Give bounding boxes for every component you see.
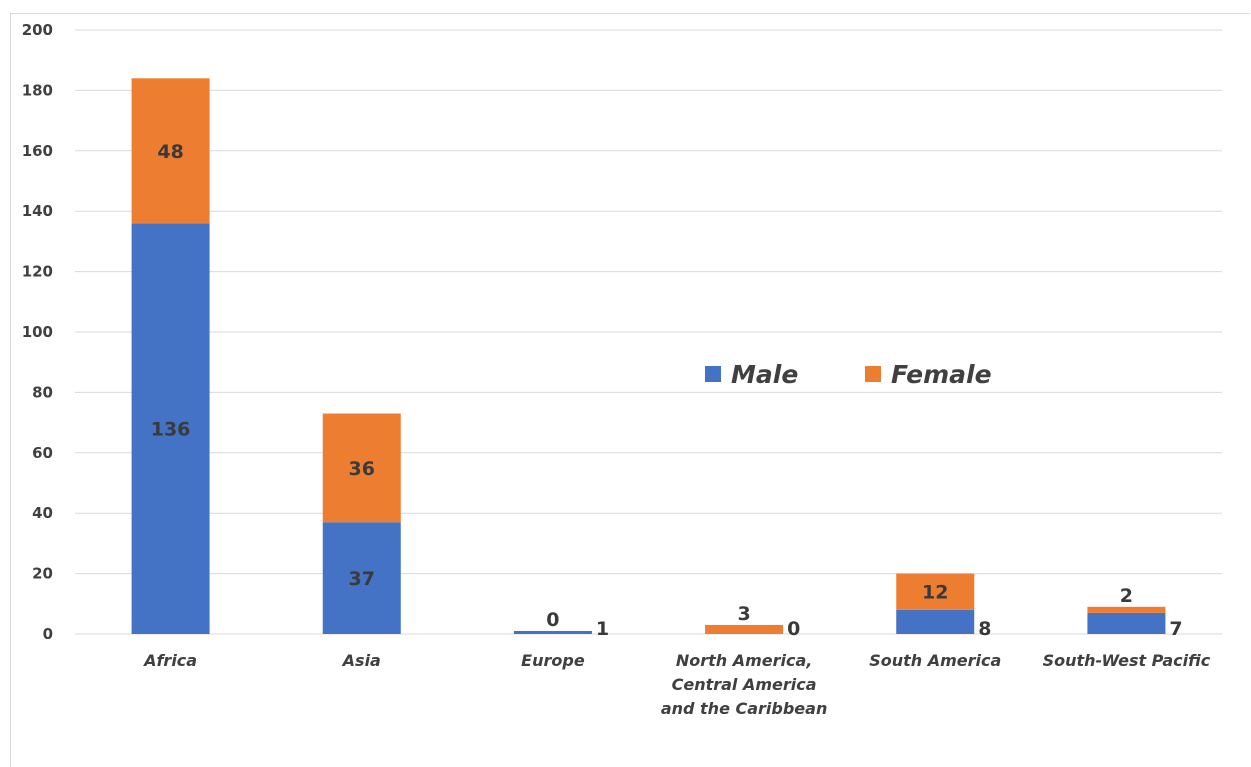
chart-frame	[10, 13, 1250, 767]
data-label-female: 36	[349, 458, 375, 480]
data-label-female: 2	[1120, 585, 1133, 607]
bar-segment-male	[896, 609, 975, 634]
y-tick-label: 140	[22, 202, 53, 220]
legend-swatch	[705, 366, 721, 382]
data-label-female: 3	[737, 603, 750, 625]
y-tick-label: 120	[22, 263, 53, 281]
legend-swatch	[865, 366, 881, 382]
bar-segment-male	[322, 522, 401, 634]
data-label-female: 0	[546, 609, 559, 631]
bar-segment-female	[705, 624, 784, 634]
x-category-label: Europe	[521, 651, 585, 670]
y-tick-label: 60	[32, 444, 53, 462]
legend-label: Male	[731, 360, 798, 389]
y-tick-label: 200	[22, 21, 53, 39]
x-category-label: Asia	[341, 651, 381, 670]
bar-segment-female	[1087, 606, 1166, 613]
data-label-male: 37	[349, 568, 375, 590]
bar-segment-female	[322, 413, 401, 523]
y-tick-label: 180	[22, 81, 53, 99]
bar-segment-male	[1087, 612, 1166, 634]
x-category-label: South America	[869, 651, 1001, 670]
data-label-male: 8	[978, 618, 991, 640]
legend: Male Female	[705, 360, 992, 389]
legend-item-female: Female	[865, 360, 992, 389]
data-label-female: 48	[157, 141, 183, 163]
y-tick-label: 160	[22, 142, 53, 160]
data-label-male: 1	[596, 618, 609, 640]
y-axis-ticks: 0 20 40 60 80 100 120 140 160 180 200	[22, 21, 53, 643]
x-axis-categories: Africa Asia Europe North America, Central Am…	[142, 651, 1211, 718]
bars	[131, 78, 1166, 634]
data-label-male: 136	[151, 419, 191, 441]
data-label-male: 0	[787, 618, 800, 640]
x-category-label: North America, Central America and the Car…	[661, 651, 828, 718]
gridlines	[75, 29, 1222, 635]
y-tick-label: 40	[32, 504, 53, 522]
x-category-label: South-West Pacific	[1043, 651, 1211, 670]
y-tick-label: 20	[32, 565, 53, 583]
y-tick-label: 80	[32, 383, 53, 401]
data-label-female: 12	[922, 582, 948, 604]
y-tick-label: 100	[22, 323, 53, 341]
legend-item-male: Male	[705, 360, 798, 389]
data-label-male: 7	[1169, 618, 1182, 640]
data-labels: 136 48 37 36 1 0 0 3 8 12 7 2	[151, 141, 1183, 640]
bar-segment-female	[896, 573, 975, 610]
bar-segment-male	[131, 223, 210, 634]
bar-segment-female	[131, 78, 210, 224]
x-category-label: Africa	[142, 651, 197, 670]
y-tick-label: 0	[43, 625, 53, 643]
legend-label: Female	[891, 360, 992, 389]
bar-segment-male	[513, 630, 592, 634]
